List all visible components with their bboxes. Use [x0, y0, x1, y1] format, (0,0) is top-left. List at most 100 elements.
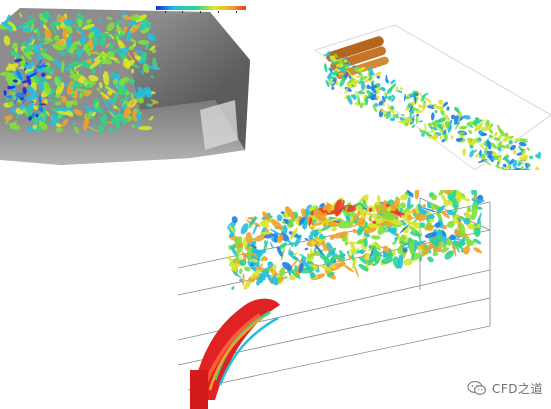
vortex-blob	[51, 113, 59, 124]
vortex-blob	[341, 236, 348, 242]
vortex-blob	[228, 263, 241, 268]
vortex-blob	[88, 110, 92, 118]
vortex-blob	[381, 87, 386, 92]
vortex-blob	[298, 216, 306, 226]
vortex-blob	[137, 60, 145, 65]
vortex-blob	[14, 58, 23, 63]
vortex-blob	[6, 95, 13, 99]
vortex-blob	[356, 217, 365, 226]
vortex-blob	[106, 51, 115, 58]
vortex-blob	[360, 209, 365, 221]
vortex-blob	[94, 52, 107, 57]
vortex-blob	[399, 235, 406, 242]
vortex-blob	[457, 112, 462, 117]
vortex-blob	[135, 49, 144, 54]
vortex-blob	[83, 105, 92, 112]
vortex-blob	[83, 79, 96, 85]
vortex-blob	[115, 20, 121, 27]
vortex-blob	[355, 75, 361, 79]
vortex-blob	[323, 217, 342, 223]
colorbar-ticks	[165, 11, 237, 13]
vortex-blob	[55, 123, 62, 128]
vortex-blob	[373, 250, 383, 257]
vortex-blob	[252, 223, 258, 235]
vortex-blob	[345, 205, 348, 212]
vortex-blob	[399, 240, 407, 246]
vortex-blob	[304, 238, 309, 241]
vortex-blob	[138, 39, 150, 45]
vortex-blob	[466, 206, 472, 213]
vortex-blob	[66, 110, 74, 117]
vortex-blob	[479, 149, 482, 156]
vortex-blob	[104, 85, 117, 94]
vortex-blob	[483, 159, 491, 166]
vortex-blob	[325, 203, 332, 213]
vortex-blob	[398, 87, 404, 91]
vortex-blob	[450, 135, 454, 140]
vortex-blob	[447, 125, 452, 133]
vortex-blob	[84, 113, 88, 118]
vortex-blob	[415, 229, 422, 242]
vortex-blob	[513, 149, 517, 155]
vortex-blob	[465, 236, 471, 246]
vortex-blob	[511, 167, 518, 170]
vortex-blob	[22, 106, 35, 110]
vortex-blob	[434, 109, 438, 114]
vortex-blob	[276, 234, 284, 244]
vortex-blob	[231, 243, 236, 250]
vortex-blob	[35, 126, 43, 133]
vortex-blob	[72, 122, 77, 125]
watermark-text: CFD之道	[491, 381, 543, 396]
vortex-blob	[115, 27, 122, 32]
vortex-blob	[402, 226, 410, 234]
vortex-blob	[337, 220, 354, 229]
vortex-blob	[94, 101, 100, 109]
vortex-blob	[388, 198, 401, 214]
vortex-blob	[45, 75, 52, 80]
vortex-blob	[346, 70, 354, 77]
vortex-blob	[352, 228, 357, 234]
vortex-blob	[435, 222, 441, 229]
vortex-blob	[43, 81, 51, 95]
vortex-blob	[125, 59, 135, 68]
vortex-blob	[458, 125, 468, 130]
vortex-blob	[427, 256, 434, 263]
vortex-blob	[409, 110, 415, 116]
vortex-blob	[310, 226, 314, 231]
vortex-blob	[484, 137, 489, 147]
vortex-blob	[267, 261, 274, 268]
vortex-blob	[353, 264, 359, 278]
vortex-blob	[503, 156, 511, 164]
vortex-blob	[395, 113, 399, 119]
vortex-blob	[471, 190, 477, 195]
vortex-blob	[334, 53, 339, 58]
vortex-blob	[128, 78, 135, 85]
vortex-blob	[403, 94, 406, 102]
vortex-blob	[470, 145, 474, 149]
vortex-blob	[282, 261, 293, 271]
vortex-blob	[144, 43, 149, 50]
vortex-blob	[39, 115, 44, 122]
vortex-blob	[60, 61, 65, 73]
vortex-blob	[367, 70, 370, 77]
vortex-blob	[130, 14, 141, 21]
vortex-blob	[434, 235, 438, 244]
vortex-blob	[288, 249, 296, 260]
vortex-blob	[422, 204, 426, 209]
vortex-blob	[272, 275, 279, 286]
vortex-blob	[37, 64, 42, 70]
vortex-blob	[243, 280, 252, 290]
vortex-blob	[462, 148, 467, 156]
watermark: CFD之道	[467, 377, 543, 399]
vortex-blob	[443, 199, 450, 207]
vortex-blob	[394, 236, 398, 242]
vortex-blob	[327, 71, 333, 80]
vortex-blob	[313, 208, 326, 222]
vortex-blob	[468, 141, 476, 146]
vortex-blob	[308, 205, 317, 212]
vortex-blob	[444, 190, 454, 195]
vortex-blob	[241, 251, 247, 262]
vortex-blob	[432, 246, 443, 253]
vortex-blob	[287, 239, 294, 247]
vortex-blob	[79, 92, 83, 99]
